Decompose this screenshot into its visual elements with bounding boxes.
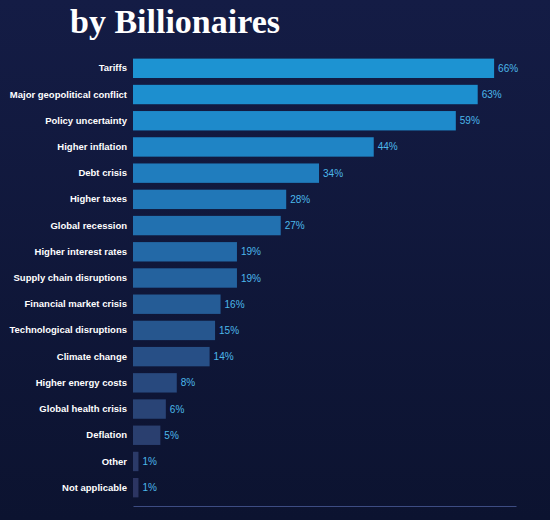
bar [133, 111, 456, 130]
y-tick: Higher inflation [57, 141, 127, 152]
y-tick: Major geopolitical conflict [10, 89, 128, 100]
bar [133, 426, 160, 445]
bar [133, 59, 494, 78]
y-tick: Tariffs [99, 62, 127, 73]
value-label: 15% [219, 325, 239, 336]
bar [133, 373, 177, 392]
y-tick: Supply chain disruptions [14, 272, 127, 283]
category-label: Other [102, 456, 128, 467]
value-label: 1% [142, 456, 157, 467]
category-label: Financial market crisis [25, 298, 127, 309]
category-label: Climate change [57, 351, 127, 362]
bar [133, 452, 138, 471]
y-tick: Global recession [50, 220, 127, 231]
value-label: 59% [460, 115, 480, 126]
x-axis-line [134, 506, 517, 507]
bar [133, 268, 237, 287]
y-tick: Higher interest rates [35, 246, 127, 257]
bar [133, 216, 281, 235]
y-tick: Policy uncertainty [45, 115, 128, 126]
bar [133, 347, 210, 366]
y-tick: Higher taxes [70, 193, 127, 204]
title: by Billionaires [70, 3, 280, 40]
value-label: 14% [214, 351, 234, 362]
category-label: Supply chain disruptions [14, 272, 127, 283]
category-label: Higher interest rates [35, 246, 127, 257]
bar [133, 163, 319, 182]
category-label: Not applicable [62, 482, 127, 493]
value-label: 5% [164, 430, 179, 441]
y-tick: Financial market crisis [25, 298, 127, 309]
category-label: Major geopolitical conflict [10, 89, 128, 100]
value-label: 6% [170, 404, 185, 415]
category-label: Deflation [86, 429, 127, 440]
category-label: Technological disruptions [9, 324, 127, 335]
value-label: 28% [290, 194, 310, 205]
bar [133, 321, 215, 340]
value-label: 16% [225, 299, 245, 310]
y-tick: Not applicable [62, 482, 127, 493]
bar [133, 399, 166, 418]
x-axis [134, 506, 517, 507]
value-label: 1% [142, 482, 157, 493]
category-label: Higher inflation [57, 141, 127, 152]
value-label: 66% [498, 63, 518, 74]
y-axis: Tariffs Major geopolitical conflict Policy… [9, 62, 127, 492]
value-label: 34% [323, 168, 343, 179]
y-tick: Technological disruptions [9, 324, 127, 335]
value-label: 19% [241, 273, 261, 284]
bar [133, 295, 221, 314]
data-labels: 66% 63% 59% 44% 34% 28% 27% 19% 19% 16% 15% 14% 8% 6%… [142, 63, 518, 493]
y-tick: Other [102, 456, 128, 467]
y-tick: Climate change [57, 351, 127, 362]
value-label: 63% [482, 89, 502, 100]
category-label: Debt crisis [78, 167, 127, 178]
category-label: Policy uncertainty [45, 115, 128, 126]
chart: by Billionaires Tariffs Major geopolitical… [0, 0, 550, 520]
bar [133, 85, 478, 104]
value-label: 19% [241, 246, 261, 257]
category-label: Higher taxes [70, 193, 127, 204]
bar [133, 242, 237, 261]
bar [133, 137, 374, 156]
value-label: 44% [378, 141, 398, 152]
y-tick: Higher energy costs [36, 377, 127, 388]
bar [133, 478, 138, 497]
bars [133, 59, 494, 498]
background [0, 0, 550, 520]
category-label: Higher energy costs [36, 377, 127, 388]
y-tick: Debt crisis [78, 167, 127, 178]
value-label: 27% [285, 220, 305, 231]
bar [133, 190, 286, 209]
category-label: Tariffs [99, 62, 127, 73]
y-tick: Deflation [86, 429, 127, 440]
value-label: 8% [181, 377, 196, 388]
category-label: Global recession [50, 220, 127, 231]
y-tick: Global health crisis [39, 403, 127, 414]
category-label: Global health crisis [39, 403, 127, 414]
